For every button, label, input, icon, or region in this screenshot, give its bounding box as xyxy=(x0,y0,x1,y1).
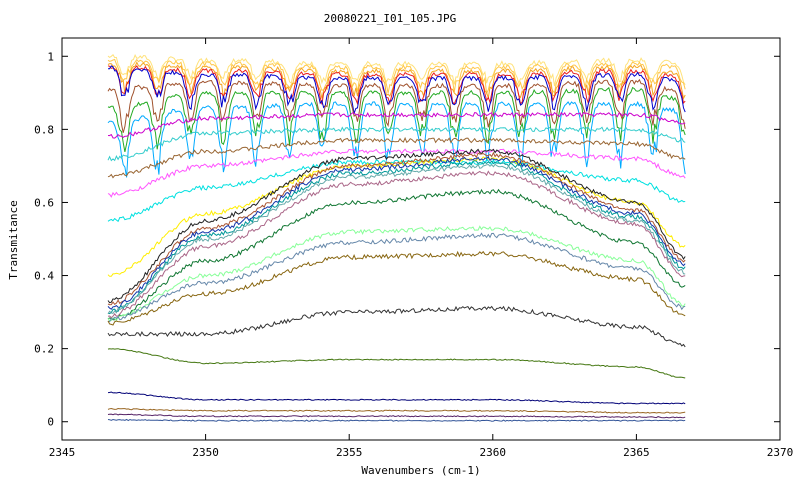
x-tick-label: 2360 xyxy=(480,446,507,459)
series-line xyxy=(107,160,686,315)
series-line xyxy=(107,58,686,96)
series-line xyxy=(107,148,686,198)
series-line xyxy=(107,111,686,139)
series-line xyxy=(107,413,686,419)
x-tick-label: 2355 xyxy=(336,446,363,459)
series-line xyxy=(107,188,686,321)
x-axis-label: Wavenumbers (cm-1) xyxy=(361,464,480,477)
series-line xyxy=(107,151,686,306)
x-tick-label: 2365 xyxy=(623,446,650,459)
y-tick-label: 1 xyxy=(47,50,54,63)
series-line xyxy=(107,100,686,178)
series-line xyxy=(107,86,686,153)
y-tick-label: 0.8 xyxy=(34,123,54,136)
series-line xyxy=(107,126,686,162)
x-tick-label: 2370 xyxy=(767,446,794,459)
y-tick-label: 0.4 xyxy=(34,270,54,283)
series-line xyxy=(107,148,686,304)
series-line xyxy=(107,225,686,322)
series-line xyxy=(107,407,686,414)
series-layer xyxy=(107,54,686,422)
series-line xyxy=(108,65,686,116)
y-tick-label: 0.2 xyxy=(34,343,54,356)
x-tick-label: 2350 xyxy=(192,446,219,459)
y-axis-label: Transmitance xyxy=(7,200,20,279)
series-line xyxy=(107,391,686,405)
chart-title: 20080221_I01_105.JPG xyxy=(324,12,456,25)
series-line xyxy=(107,65,686,106)
y-tick-label: 0 xyxy=(47,416,54,429)
plot-frame xyxy=(61,37,781,441)
series-line xyxy=(107,54,686,87)
y-tick-label: 0.6 xyxy=(34,196,54,209)
series-line xyxy=(107,232,686,323)
x-axis: 2345 2350 2355 2360 2365 2370 xyxy=(49,38,794,459)
series-line xyxy=(107,136,686,179)
series-line xyxy=(107,170,686,319)
series-line xyxy=(107,305,686,348)
y-axis: 0 0.2 0.4 0.6 0.8 1 xyxy=(34,50,780,429)
series-line xyxy=(107,158,686,223)
series-line xyxy=(107,78,686,133)
series-line xyxy=(107,348,686,379)
x-tick-label: 2345 xyxy=(49,446,76,459)
series-line xyxy=(107,250,686,326)
series-line xyxy=(107,418,686,422)
series-line xyxy=(107,163,686,315)
series-line xyxy=(107,156,686,310)
